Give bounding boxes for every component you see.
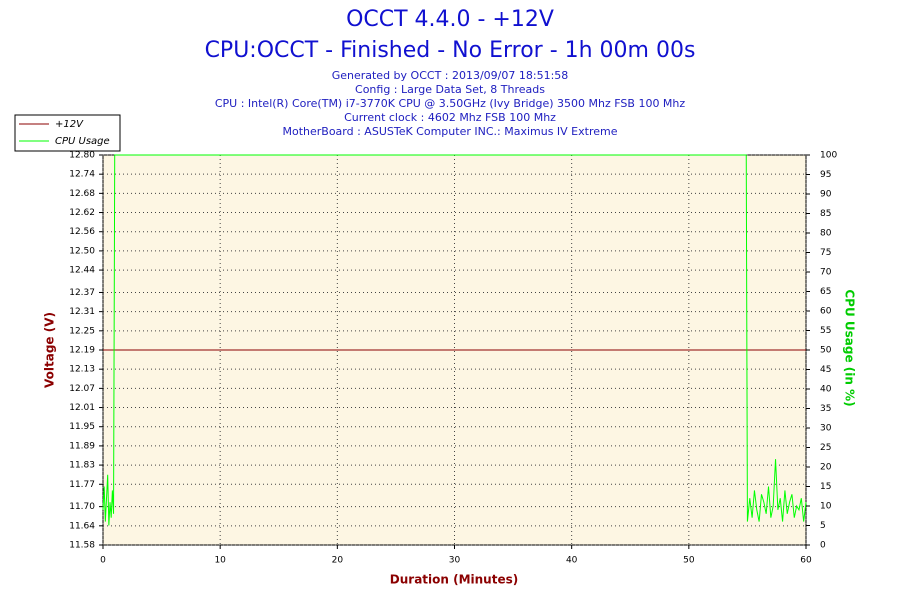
- info-line: MotherBoard : ASUSTeK Computer INC.: Max…: [282, 125, 617, 138]
- y-tick-label: 12.56: [69, 227, 95, 237]
- y2-tick-label: 85: [820, 209, 831, 219]
- y-tick-label: 11.58: [69, 541, 95, 551]
- x-tick-label: 50: [683, 556, 695, 566]
- y2-axis-label: CPU Usage (in %): [843, 289, 857, 406]
- y-tick-label: 12.68: [69, 189, 95, 199]
- y2-tick-label: 100: [820, 151, 837, 161]
- series-line: [102, 154, 807, 526]
- y2-tick-label: 25: [820, 443, 831, 453]
- y-tick-label: 12.80: [69, 151, 95, 161]
- legend-label: CPU Usage: [55, 136, 110, 147]
- info-line: Config : Large Data Set, 8 Threads: [355, 83, 545, 96]
- y2-tick-label: 95: [820, 170, 831, 180]
- y2-tick-label: 65: [820, 287, 831, 297]
- y2-tick-label: 5: [820, 521, 826, 531]
- y2-tick-label: 30: [820, 424, 832, 434]
- chart-title: OCCT 4.4.0 - +12V: [346, 7, 554, 32]
- y-tick-label: 11.64: [69, 521, 95, 531]
- x-axis-label: Duration (Minutes): [390, 573, 518, 587]
- info-line: CPU : Intel(R) Core(TM) i7-3770K CPU @ 3…: [215, 97, 686, 110]
- y2-tick-label: 0: [820, 541, 826, 551]
- y2-tick-label: 45: [820, 365, 831, 375]
- y-tick-label: 12.44: [69, 266, 95, 276]
- y2-tick-label: 40: [820, 385, 832, 395]
- y2-tick-label: 90: [820, 190, 832, 200]
- info-line: Generated by OCCT : 2013/09/07 18:51:58: [332, 69, 569, 82]
- y2-tick-label: 60: [820, 307, 832, 317]
- y2-tick-label: 10: [820, 502, 832, 512]
- y-tick-label: 12.13: [69, 365, 95, 375]
- chart-subtitle: CPU:OCCT - Finished - No Error - 1h 00m …: [205, 38, 696, 63]
- y-tick-label: 12.31: [69, 307, 95, 317]
- y-tick-label: 12.37: [69, 288, 95, 298]
- x-tick-label: 60: [800, 556, 812, 566]
- y-tick-label: 12.62: [69, 208, 95, 218]
- y-tick-label: 12.25: [69, 326, 95, 336]
- info-line: Current clock : 4602 Mhz FSB 100 Mhz: [344, 111, 556, 124]
- x-tick-label: 20: [332, 556, 344, 566]
- y2-tick-label: 80: [820, 229, 832, 239]
- y-tick-label: 12.01: [69, 403, 95, 413]
- y-tick-label: 11.89: [69, 441, 95, 451]
- x-tick-label: 40: [566, 556, 578, 566]
- x-tick-label: 30: [449, 556, 461, 566]
- x-tick-label: 0: [100, 556, 106, 566]
- y-tick-label: 12.07: [69, 384, 95, 394]
- y2-tick-label: 55: [820, 326, 831, 336]
- y-tick-label: 11.83: [69, 461, 95, 471]
- y2-tick-label: 15: [820, 482, 831, 492]
- y-tick-label: 11.77: [69, 480, 95, 490]
- y-tick-label: 11.70: [69, 502, 95, 512]
- y2-tick-label: 35: [820, 404, 831, 414]
- y2-tick-label: 70: [820, 268, 832, 278]
- y2-tick-label: 50: [820, 346, 832, 356]
- y-tick-label: 12.74: [69, 170, 95, 180]
- y-tick-label: 11.95: [69, 422, 95, 432]
- y-tick-label: 12.50: [69, 246, 95, 256]
- y-axis-label: Voltage (V): [43, 312, 57, 388]
- legend-label: +12V: [55, 119, 84, 130]
- x-tick-label: 10: [214, 556, 226, 566]
- legend-box: [14, 114, 121, 152]
- y2-tick-label: 75: [820, 248, 831, 258]
- y-tick-label: 12.19: [69, 346, 95, 356]
- y2-tick-label: 20: [820, 463, 832, 473]
